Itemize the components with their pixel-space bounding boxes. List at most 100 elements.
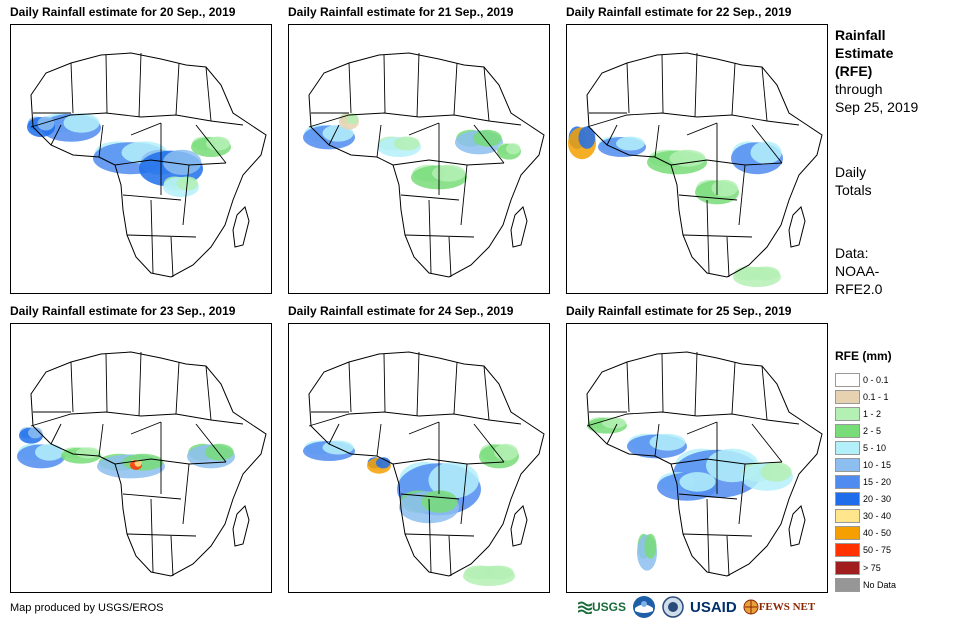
country-border	[606, 423, 618, 445]
country-border	[114, 458, 227, 465]
info-title-line: Rainfall	[835, 27, 886, 43]
legend-swatch	[835, 560, 860, 575]
country-border	[150, 498, 154, 573]
fewsnet-globe-icon	[743, 599, 759, 615]
country-border	[205, 365, 212, 421]
legend-item: 10 - 15	[835, 456, 896, 473]
country-border	[453, 62, 458, 116]
country-border	[392, 458, 505, 465]
africa-map-svg	[27, 52, 267, 278]
country-border	[738, 164, 746, 226]
country-border	[606, 124, 618, 146]
country-border	[182, 164, 190, 226]
logo-strip: USGS USAID FEWS NET	[578, 593, 815, 621]
country-border	[473, 124, 505, 164]
country-border	[50, 124, 62, 146]
country-border	[731, 62, 736, 116]
noaa-logo	[632, 595, 656, 619]
coastline	[308, 351, 545, 577]
rainfall-area	[421, 490, 458, 513]
country-border	[98, 124, 104, 158]
rainfall-area	[393, 136, 420, 151]
country-border	[175, 361, 180, 415]
country-border	[170, 535, 174, 577]
legend-item: 40 - 50	[835, 525, 896, 542]
rainfall-map	[10, 24, 272, 294]
country-border	[205, 66, 212, 122]
usgs-logo: USGS	[578, 595, 626, 619]
legend-item: 0.1 - 1	[835, 388, 896, 405]
country-border	[726, 535, 730, 577]
coastline	[30, 52, 267, 278]
info-data-line: Data:	[835, 245, 869, 261]
africa-map-svg	[303, 351, 545, 586]
rainfall-map	[10, 323, 272, 593]
country-border	[105, 54, 108, 114]
country-border	[416, 52, 420, 118]
legend-label: 1 - 2	[863, 408, 882, 419]
noaa-emblem-icon	[633, 596, 656, 618]
rainfall-area	[506, 143, 521, 155]
legend-label: No Data	[863, 579, 897, 590]
country-border	[453, 361, 458, 415]
country-border	[98, 423, 104, 457]
legend-swatch	[835, 458, 860, 473]
legend-item: 0 - 0.1	[835, 371, 896, 388]
rainfall-area	[37, 116, 55, 131]
panel-title: Daily Rainfall estimate for 21 Sep., 201…	[288, 5, 514, 19]
country-border	[170, 236, 174, 278]
rainfall-area	[679, 472, 716, 492]
map-panel-21-sep: Daily Rainfall estimate for 21 Sep., 201…	[288, 4, 550, 294]
country-border	[105, 353, 108, 413]
rainfall-area	[750, 141, 782, 164]
legend-swatch	[835, 526, 860, 541]
country-border	[182, 463, 190, 525]
legend-label: 50 - 75	[863, 545, 892, 556]
coastline	[586, 351, 823, 577]
country-border	[400, 194, 460, 201]
map-panel-24-sep: Daily Rainfall estimate for 24 Sep., 201…	[288, 303, 550, 593]
legend-label: 0.1 - 1	[863, 391, 889, 402]
rainfall-area	[134, 459, 142, 467]
country-border	[626, 62, 630, 114]
madagascar-outline	[510, 206, 528, 248]
country-border	[751, 124, 783, 164]
country-border	[404, 234, 475, 238]
country-border	[126, 234, 197, 238]
madagascar-outline	[788, 206, 806, 248]
country-border	[661, 353, 664, 413]
legend-swatch	[835, 389, 860, 404]
country-border	[114, 159, 227, 166]
legend-label: 0 - 0.1	[863, 374, 889, 385]
country-border	[694, 52, 698, 118]
usgs-logo-text: USGS	[592, 600, 627, 614]
rainfall-area	[649, 433, 686, 451]
rainfall-area	[751, 266, 780, 281]
info-through: through	[835, 81, 883, 97]
legend-label: 10 - 15	[863, 460, 892, 471]
country-border	[328, 124, 340, 146]
info-data-line: NOAA-	[835, 263, 880, 279]
country-border	[731, 361, 736, 415]
legend: RFE (mm) 0 - 0.1 0.1 - 1 1 - 2 2 - 5 5 - 10 1…	[835, 349, 896, 593]
rainfall-area	[494, 443, 518, 461]
madagascar-outline	[232, 206, 250, 248]
legend-rows: 0 - 0.1 0.1 - 1 1 - 2 2 - 5 5 - 10 10 - 15 15 …	[835, 371, 896, 593]
country-border	[670, 458, 783, 465]
country-border	[706, 199, 710, 274]
rainfall-area	[35, 443, 64, 461]
rainfall-area	[322, 440, 354, 455]
rainfall-area	[482, 565, 514, 580]
country-border	[473, 423, 505, 463]
coastline	[308, 52, 545, 278]
credit-text: Map produced by USGS/EROS	[10, 602, 164, 614]
info-date: Sep 25, 2019	[835, 99, 919, 115]
country-border	[428, 498, 432, 573]
country-border	[50, 423, 62, 445]
info-data-source: Data: NOAA- RFE2.0	[835, 244, 882, 298]
legend-swatch	[835, 406, 860, 421]
country-border	[376, 124, 382, 158]
rainfall-area	[616, 136, 645, 151]
country-border	[408, 421, 440, 435]
country-border	[408, 122, 440, 136]
